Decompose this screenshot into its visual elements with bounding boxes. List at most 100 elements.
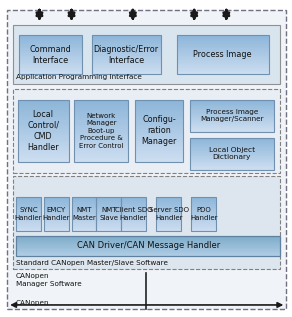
- Bar: [74, 106, 128, 108]
- Bar: [18, 158, 69, 160]
- Bar: [44, 227, 69, 228]
- Bar: [18, 116, 69, 118]
- Bar: [16, 252, 280, 253]
- Bar: [191, 198, 216, 199]
- Bar: [18, 131, 69, 133]
- Bar: [72, 197, 96, 198]
- Bar: [190, 166, 274, 167]
- Bar: [74, 137, 128, 139]
- Bar: [135, 160, 183, 162]
- Bar: [156, 212, 181, 213]
- Bar: [191, 201, 216, 202]
- Bar: [135, 100, 183, 162]
- Bar: [135, 139, 183, 141]
- Bar: [135, 133, 183, 135]
- Bar: [191, 223, 216, 224]
- Bar: [135, 152, 183, 153]
- Bar: [121, 197, 146, 231]
- Bar: [16, 249, 280, 250]
- Bar: [16, 216, 41, 217]
- Text: CAN Driver/CAN Message Handler: CAN Driver/CAN Message Handler: [77, 241, 220, 250]
- Bar: [190, 160, 274, 161]
- Bar: [190, 157, 274, 158]
- Bar: [191, 222, 216, 223]
- Bar: [16, 251, 280, 252]
- Bar: [74, 114, 128, 116]
- Bar: [156, 215, 181, 216]
- Bar: [18, 102, 69, 104]
- Bar: [177, 43, 269, 44]
- Bar: [72, 198, 96, 199]
- Bar: [44, 216, 69, 217]
- Bar: [156, 230, 181, 231]
- Bar: [92, 36, 161, 37]
- Bar: [96, 202, 121, 204]
- Bar: [18, 114, 69, 116]
- Bar: [191, 212, 216, 213]
- Bar: [16, 202, 41, 204]
- Bar: [177, 51, 269, 52]
- Bar: [92, 65, 161, 67]
- Bar: [177, 53, 269, 55]
- Bar: [121, 230, 146, 231]
- Bar: [72, 201, 96, 202]
- Bar: [19, 63, 82, 64]
- Bar: [135, 158, 183, 160]
- Bar: [72, 229, 96, 230]
- Bar: [74, 152, 128, 153]
- Bar: [190, 124, 274, 125]
- Bar: [190, 102, 274, 103]
- Bar: [18, 120, 69, 123]
- Bar: [44, 207, 69, 208]
- Bar: [96, 222, 121, 223]
- Bar: [190, 145, 274, 146]
- Bar: [44, 220, 69, 221]
- Bar: [92, 64, 161, 65]
- Bar: [135, 153, 183, 156]
- Text: Diagnostic/Error
Interface: Diagnostic/Error Interface: [94, 45, 159, 65]
- Bar: [44, 198, 69, 199]
- Bar: [44, 219, 69, 220]
- Bar: [190, 141, 274, 142]
- Bar: [190, 101, 274, 102]
- Bar: [156, 197, 181, 231]
- Bar: [72, 230, 96, 231]
- Bar: [92, 47, 161, 48]
- Bar: [177, 64, 269, 65]
- Bar: [74, 120, 128, 123]
- Bar: [191, 207, 216, 208]
- Bar: [16, 247, 280, 248]
- Text: SYNC
Handler: SYNC Handler: [15, 207, 42, 221]
- Bar: [121, 217, 146, 219]
- Text: EMCY
Handler: EMCY Handler: [42, 207, 70, 221]
- Bar: [121, 202, 146, 204]
- Bar: [177, 55, 269, 56]
- Bar: [121, 221, 146, 222]
- Bar: [44, 200, 69, 201]
- Bar: [177, 45, 269, 47]
- Text: Server SDO
Handler: Server SDO Handler: [149, 207, 189, 221]
- Bar: [16, 246, 280, 247]
- Bar: [92, 72, 161, 73]
- Text: Configu-
ration
Manager: Configu- ration Manager: [141, 115, 177, 146]
- Bar: [44, 208, 69, 209]
- Bar: [72, 197, 96, 231]
- Text: CANopen
Manager Software: CANopen Manager Software: [16, 273, 82, 287]
- Bar: [121, 227, 146, 228]
- Bar: [72, 210, 96, 212]
- Bar: [190, 140, 274, 141]
- Bar: [72, 227, 96, 228]
- Bar: [18, 135, 69, 137]
- Bar: [18, 137, 69, 139]
- Bar: [44, 215, 69, 216]
- Bar: [190, 139, 274, 140]
- Bar: [135, 131, 183, 133]
- Bar: [74, 143, 128, 145]
- Bar: [135, 110, 183, 112]
- Bar: [177, 63, 269, 64]
- Bar: [16, 210, 41, 212]
- Bar: [19, 65, 82, 67]
- Bar: [96, 197, 121, 231]
- Bar: [18, 100, 69, 102]
- Bar: [135, 123, 183, 125]
